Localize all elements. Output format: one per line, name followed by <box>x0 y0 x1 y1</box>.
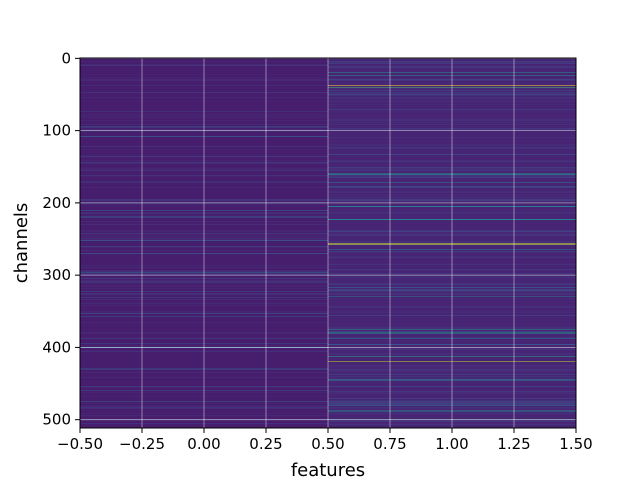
x-tick-label: −0.50 <box>57 435 103 453</box>
y-tick-label: 0 <box>61 49 71 67</box>
y-axis-label: channels <box>11 203 32 284</box>
y-tick-label: 400 <box>42 338 71 356</box>
x-tick-label: 0.50 <box>311 435 344 453</box>
y-axis-ticks: 0 100 200 300 400 500 <box>42 49 80 429</box>
x-tick-label: 0.25 <box>249 435 282 453</box>
x-tick-label: 0.75 <box>373 435 406 453</box>
x-axis-label: features <box>291 460 365 480</box>
x-tick-label: 0.00 <box>187 435 220 453</box>
x-tick-label: 1.25 <box>497 435 530 453</box>
x-axis-ticks: −0.50 −0.25 0.00 0.25 0.50 0.75 1.00 1.25 1.50 <box>57 428 593 453</box>
y-tick-label: 100 <box>42 122 71 140</box>
y-tick-label: 300 <box>42 266 71 284</box>
y-tick-label: 500 <box>42 411 71 429</box>
x-tick-label: 1.50 <box>559 435 592 453</box>
x-tick-label: 1.00 <box>435 435 468 453</box>
x-tick-label: −0.25 <box>119 435 165 453</box>
y-tick-label: 200 <box>42 194 71 212</box>
